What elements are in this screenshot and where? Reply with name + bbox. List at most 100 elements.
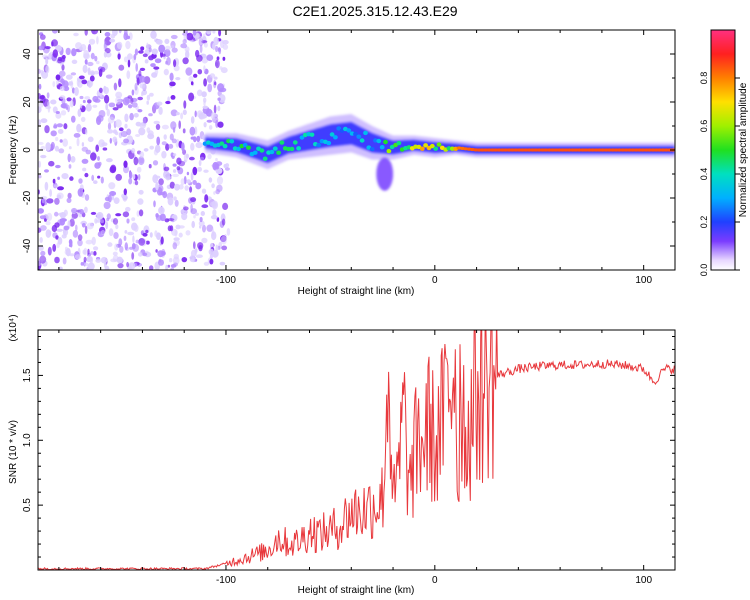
heatmap-noise-blob	[112, 129, 118, 134]
heatmap-ridge-point	[219, 141, 225, 146]
heatmap-noise-blob	[206, 54, 214, 61]
heatmap-noise-blob	[137, 109, 143, 113]
heatmap-noise-blob	[54, 197, 60, 205]
heatmap-noise-blob	[222, 40, 229, 45]
heatmap-noise-blob	[68, 146, 72, 150]
heatmap-noise-blob	[71, 216, 75, 222]
heatmap-noise-blob	[87, 81, 92, 88]
heatmap-ridge-point	[633, 148, 639, 152]
heatmap-noise-blob	[217, 121, 224, 128]
heatmap-noise-blob	[147, 130, 154, 137]
heatmap-noise-blob	[180, 178, 185, 186]
heatmap-noise-blob	[213, 36, 219, 46]
heatmap-noise-blob	[61, 173, 69, 180]
heatmap-noise-blob	[79, 209, 84, 215]
heatmap-noise-blob	[167, 218, 175, 222]
heatmap-noise-blob	[216, 217, 220, 222]
heatmap-ridge-point	[647, 148, 652, 152]
snr-x-tick-label: 0	[432, 575, 438, 586]
heatmap-noise-blob	[158, 106, 163, 115]
heatmap-ridge-point	[590, 148, 596, 152]
heatmap-noise-blob	[151, 48, 158, 55]
heatmap-noise-blob	[104, 265, 110, 270]
heatmap-noise-blob	[158, 206, 165, 215]
heatmap-ridge-point	[490, 148, 495, 152]
heatmap-noise-blob	[186, 179, 192, 184]
heatmap-noise-blob	[84, 206, 88, 213]
heatmap-noise-blob	[93, 70, 99, 75]
heatmap-noise-blob	[161, 124, 169, 130]
heatmap-noise-blob	[172, 153, 177, 157]
heatmap-ridge-point	[222, 144, 228, 149]
heatmap-noise-blob	[135, 63, 138, 72]
heatmap-noise-blob	[60, 103, 67, 109]
heatmap-noise-blob	[87, 99, 92, 104]
heatmap-noise-blob	[141, 91, 144, 97]
page-title: C2E1.2025.315.12.43.E29	[292, 3, 458, 19]
heatmap-noise-blob	[80, 262, 84, 266]
heatmap-noise-blob	[131, 89, 135, 96]
heatmap-noise-blob	[50, 99, 57, 105]
heatmap-noise-blob	[113, 232, 119, 239]
heatmap-noise-blob	[203, 100, 206, 107]
heatmap-noise-blob	[115, 119, 122, 128]
heatmap-noise-blob	[185, 50, 190, 59]
heatmap-noise-blob	[134, 180, 139, 186]
heatmap-noise-blob	[138, 127, 146, 136]
heatmap-noise-blob	[132, 174, 136, 180]
heatmap-ridge-point	[623, 148, 629, 152]
heatmap-noise-blob	[215, 59, 220, 69]
heatmap-noise-blob	[86, 222, 94, 230]
heatmap-noise-blob	[127, 53, 133, 60]
heatmap-noise-blob	[154, 68, 159, 76]
heatmap-noise-blob	[143, 76, 151, 85]
heatmap-ridge-point	[643, 148, 649, 152]
heatmap-ridge-point	[242, 142, 248, 148]
heatmap-noise-blob	[115, 224, 119, 230]
heatmap-noise-blob	[67, 81, 74, 86]
heatmap-noise-blob	[82, 64, 88, 74]
heatmap-noise-blob	[198, 220, 205, 227]
heatmap-noise-blob	[160, 236, 164, 245]
heatmap-noise-blob	[172, 256, 180, 265]
heatmap-noise-blob	[71, 59, 78, 64]
heatmap-noise-blob	[57, 58, 63, 64]
colorbar-tick-label: 0.4	[699, 168, 709, 181]
heatmap-noise-blob	[186, 32, 194, 41]
heatmap-noise-blob	[129, 246, 134, 250]
heatmap-noise-blob	[181, 212, 188, 221]
heatmap-ridge-point	[627, 148, 632, 152]
heatmap-noise-blob	[190, 136, 196, 140]
heatmap-noise-blob	[105, 74, 113, 79]
heatmap-noise-blob	[77, 239, 83, 247]
heatmap-ridge-point	[576, 148, 582, 152]
heatmap-ridge-point	[570, 148, 576, 152]
heatmap-noise-blob	[59, 70, 66, 77]
heatmap-noise-blob	[175, 58, 180, 67]
heatmap-noise-blob	[135, 134, 141, 137]
heatmap-noise-blob	[124, 230, 128, 234]
heatmap-noise-blob	[118, 64, 125, 71]
heatmap-ridge-point	[333, 135, 338, 140]
heatmap-noise-blob	[59, 139, 63, 143]
heatmap-noise-blob	[143, 148, 149, 152]
heatmap-ridge-point	[610, 148, 616, 152]
heatmap-noise-blob	[174, 199, 179, 207]
heatmap-noise-blob	[136, 77, 140, 86]
heatmap-noise-blob	[138, 238, 146, 246]
heatmap-noise-blob	[58, 148, 65, 154]
heatmap-noise-blob	[115, 213, 122, 217]
heatmap-noise-blob	[149, 265, 154, 270]
heatmap-noise-blob	[52, 243, 57, 252]
heatmap-noise-blob	[59, 95, 66, 100]
heatmap-noise-blob	[105, 221, 109, 230]
heatmap-ridge-point	[516, 148, 522, 152]
heatmap-noise-blob	[38, 102, 44, 108]
heatmap-noise-blob	[207, 154, 212, 160]
heatmap-noise-blob	[178, 160, 186, 167]
heatmap-noise-blob	[170, 34, 178, 40]
heatmap-y-tick-label: 0	[22, 147, 33, 153]
heatmap-ridge-point	[637, 148, 642, 152]
heatmap-noise-blob	[169, 72, 174, 82]
heatmap-noise-blob	[70, 72, 77, 76]
